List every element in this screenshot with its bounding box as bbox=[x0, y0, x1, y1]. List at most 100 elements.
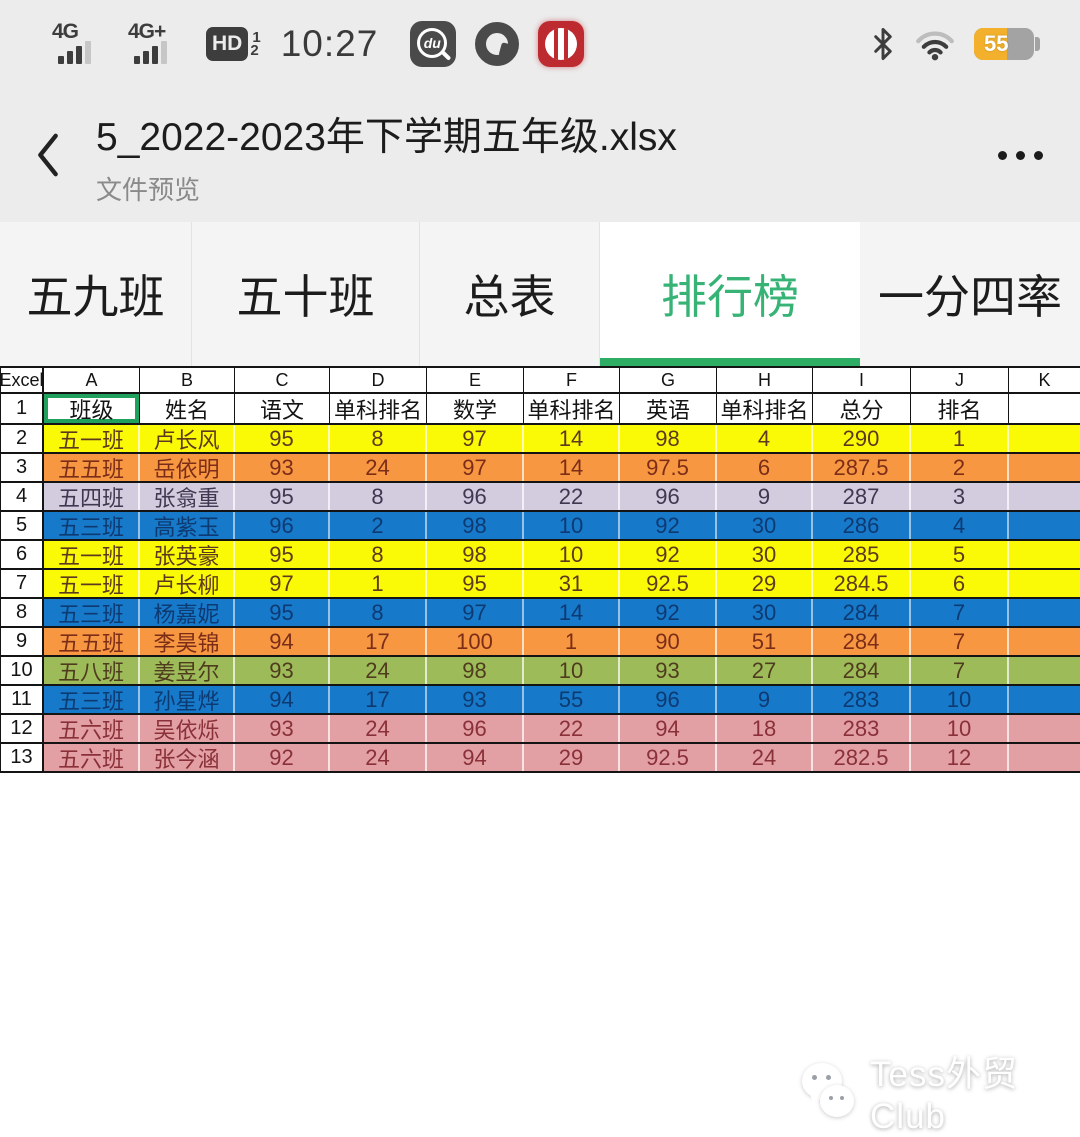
cell-e4[interactable]: 96 bbox=[427, 483, 524, 510]
cell-d8[interactable]: 8 bbox=[330, 599, 427, 626]
cell-h11[interactable]: 9 bbox=[717, 686, 813, 713]
cell-b7[interactable]: 卢长柳 bbox=[140, 570, 235, 597]
cell-k12[interactable] bbox=[1009, 715, 1080, 742]
column-header-b[interactable]: B bbox=[140, 368, 235, 392]
cell-h7[interactable]: 29 bbox=[717, 570, 813, 597]
cell-k1[interactable] bbox=[1009, 394, 1080, 423]
row-number[interactable]: 10 bbox=[0, 657, 44, 684]
cell-c7[interactable]: 97 bbox=[235, 570, 330, 597]
cell-b1[interactable]: 姓名 bbox=[140, 394, 235, 423]
cell-e1[interactable]: 数学 bbox=[427, 394, 524, 423]
cell-a8[interactable]: 五三班 bbox=[44, 599, 140, 626]
cell-a6[interactable]: 五一班 bbox=[44, 541, 140, 568]
column-header-c[interactable]: C bbox=[235, 368, 330, 392]
column-header-d[interactable]: D bbox=[330, 368, 427, 392]
cell-a13[interactable]: 五六班 bbox=[44, 744, 140, 771]
column-header-a[interactable]: A bbox=[44, 368, 140, 392]
cell-g1[interactable]: 英语 bbox=[620, 394, 717, 423]
cell-j2[interactable]: 1 bbox=[911, 425, 1009, 452]
cell-i9[interactable]: 284 bbox=[813, 628, 911, 655]
cell-b12[interactable]: 吴依烁 bbox=[140, 715, 235, 742]
cell-j7[interactable]: 6 bbox=[911, 570, 1009, 597]
more-menu-button[interactable] bbox=[960, 150, 1080, 160]
tab-class-50[interactable]: 五十班 bbox=[192, 222, 420, 366]
cell-a1-selected[interactable]: 班级 bbox=[44, 394, 140, 423]
cell-k10[interactable] bbox=[1009, 657, 1080, 684]
row-number[interactable]: 8 bbox=[0, 599, 44, 626]
cell-h3[interactable]: 6 bbox=[717, 454, 813, 481]
cell-g9[interactable]: 90 bbox=[620, 628, 717, 655]
cell-i5[interactable]: 286 bbox=[813, 512, 911, 539]
cell-f13[interactable]: 29 bbox=[524, 744, 620, 771]
column-header-g[interactable]: G bbox=[620, 368, 717, 392]
cell-h9[interactable]: 51 bbox=[717, 628, 813, 655]
cell-k11[interactable] bbox=[1009, 686, 1080, 713]
cell-f4[interactable]: 22 bbox=[524, 483, 620, 510]
cell-j4[interactable]: 3 bbox=[911, 483, 1009, 510]
cell-d2[interactable]: 8 bbox=[330, 425, 427, 452]
cell-h10[interactable]: 27 bbox=[717, 657, 813, 684]
column-header-e[interactable]: E bbox=[427, 368, 524, 392]
cell-c12[interactable]: 93 bbox=[235, 715, 330, 742]
cell-f5[interactable]: 10 bbox=[524, 512, 620, 539]
cell-g7[interactable]: 92.5 bbox=[620, 570, 717, 597]
cell-d10[interactable]: 24 bbox=[330, 657, 427, 684]
cell-i11[interactable]: 283 bbox=[813, 686, 911, 713]
cell-g10[interactable]: 93 bbox=[620, 657, 717, 684]
cell-d7[interactable]: 1 bbox=[330, 570, 427, 597]
cell-f3[interactable]: 14 bbox=[524, 454, 620, 481]
cell-k4[interactable] bbox=[1009, 483, 1080, 510]
cell-h12[interactable]: 18 bbox=[717, 715, 813, 742]
row-number[interactable]: 3 bbox=[0, 454, 44, 481]
cell-e5[interactable]: 98 bbox=[427, 512, 524, 539]
cell-h2[interactable]: 4 bbox=[717, 425, 813, 452]
cell-i12[interactable]: 283 bbox=[813, 715, 911, 742]
cell-c1[interactable]: 语文 bbox=[235, 394, 330, 423]
column-header-j[interactable]: J bbox=[911, 368, 1009, 392]
cell-c3[interactable]: 93 bbox=[235, 454, 330, 481]
cell-k13[interactable] bbox=[1009, 744, 1080, 771]
cell-j8[interactable]: 7 bbox=[911, 599, 1009, 626]
cell-c9[interactable]: 94 bbox=[235, 628, 330, 655]
row-number[interactable]: 4 bbox=[0, 483, 44, 510]
cell-a7[interactable]: 五一班 bbox=[44, 570, 140, 597]
cell-e11[interactable]: 93 bbox=[427, 686, 524, 713]
cell-a12[interactable]: 五六班 bbox=[44, 715, 140, 742]
cell-f2[interactable]: 14 bbox=[524, 425, 620, 452]
cell-j12[interactable]: 10 bbox=[911, 715, 1009, 742]
cell-f10[interactable]: 10 bbox=[524, 657, 620, 684]
cell-g11[interactable]: 96 bbox=[620, 686, 717, 713]
cell-a5[interactable]: 五三班 bbox=[44, 512, 140, 539]
cell-h1[interactable]: 单科排名 bbox=[717, 394, 813, 423]
row-number[interactable]: 11 bbox=[0, 686, 44, 713]
cell-e3[interactable]: 97 bbox=[427, 454, 524, 481]
cell-j5[interactable]: 4 bbox=[911, 512, 1009, 539]
cell-d6[interactable]: 8 bbox=[330, 541, 427, 568]
cell-k2[interactable] bbox=[1009, 425, 1080, 452]
cell-h5[interactable]: 30 bbox=[717, 512, 813, 539]
cell-b9[interactable]: 李昊锦 bbox=[140, 628, 235, 655]
cell-e6[interactable]: 98 bbox=[427, 541, 524, 568]
cell-c5[interactable]: 96 bbox=[235, 512, 330, 539]
cell-c8[interactable]: 95 bbox=[235, 599, 330, 626]
row-number[interactable]: 9 bbox=[0, 628, 44, 655]
cell-k7[interactable] bbox=[1009, 570, 1080, 597]
cell-d13[interactable]: 24 bbox=[330, 744, 427, 771]
cell-b6[interactable]: 张英豪 bbox=[140, 541, 235, 568]
cell-e13[interactable]: 94 bbox=[427, 744, 524, 771]
tab-rates[interactable]: 一分四率 bbox=[860, 222, 1080, 366]
cell-h4[interactable]: 9 bbox=[717, 483, 813, 510]
cell-k3[interactable] bbox=[1009, 454, 1080, 481]
cell-e2[interactable]: 97 bbox=[427, 425, 524, 452]
cell-b3[interactable]: 岳依明 bbox=[140, 454, 235, 481]
cell-j3[interactable]: 2 bbox=[911, 454, 1009, 481]
row-number[interactable]: 1 bbox=[0, 394, 44, 423]
row-number[interactable]: 7 bbox=[0, 570, 44, 597]
cell-i13[interactable]: 282.5 bbox=[813, 744, 911, 771]
row-number[interactable]: 2 bbox=[0, 425, 44, 452]
cell-g8[interactable]: 92 bbox=[620, 599, 717, 626]
cell-i6[interactable]: 285 bbox=[813, 541, 911, 568]
cell-g12[interactable]: 94 bbox=[620, 715, 717, 742]
cell-h8[interactable]: 30 bbox=[717, 599, 813, 626]
cell-b11[interactable]: 孙星烨 bbox=[140, 686, 235, 713]
